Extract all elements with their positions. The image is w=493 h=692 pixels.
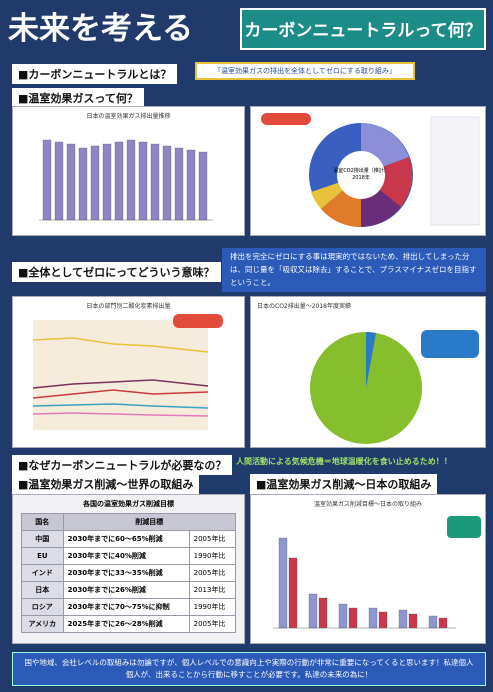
heading: ■温室効果ガスって何？: [12, 88, 144, 108]
table-row: インド 2030年までに33～35%削減 2005年比: [21, 564, 237, 582]
chart-title: 温室CO2排出量（推計） 2018年: [333, 168, 389, 181]
table-cell: 2030年までに33～35%削減: [62, 564, 190, 582]
table-cell: 日本: [21, 581, 64, 599]
heading: ■温室効果ガス削減～日本の取組み: [250, 474, 438, 494]
chart-title: 日本の温室効果ガス排出量推移: [86, 113, 171, 120]
answer-box: 「温室効果ガスの排出を全体としてゼロにする取り組み」: [195, 62, 415, 80]
heading: ■なぜカーボンニュートラルが必要なの？: [12, 455, 233, 475]
table-cell: 2030年までに70～75%に抑制: [62, 598, 190, 616]
chart-panel: 日本のCO2排出量～2018年度実績: [250, 296, 486, 448]
table-cell: 2025年までに26～28%削減: [62, 615, 190, 633]
heading: ■カーボンニュートラルとは？: [12, 64, 178, 84]
header-cell: 国名: [21, 513, 64, 531]
table-cell: 2005年比: [188, 615, 237, 633]
chart-title: 日本のCO2排出量～2018年度実績: [257, 303, 351, 310]
chart-panel: 日本の温室効果ガス排出量推移: [12, 106, 245, 236]
header-row: 国名 削減目標: [21, 513, 237, 531]
heading: ■温室効果ガス削減～世界の取組み: [12, 474, 200, 494]
title-right: カーボンニュートラルって何？: [240, 8, 486, 50]
table-cell: アメリカ: [21, 615, 64, 633]
table-cell: インド: [21, 564, 64, 582]
explanation-box: 排出を完全にゼロにする事は現実的ではないため、排出してしまった分は、同じ量を「吸…: [222, 248, 486, 292]
table-row: EU 2030年までに40%削減 1990年比: [21, 547, 237, 565]
chart-illustration: [32, 314, 223, 430]
table-title: 各国の温室効果ガス削減目標: [83, 500, 174, 508]
chart-illustration: [39, 139, 213, 221]
table-cell: 2030年までに26%削減: [62, 581, 190, 599]
table-cell: 1990年比: [188, 547, 237, 565]
table-row: 中国 2030年までに60～65%削減 2005年比: [21, 530, 237, 548]
table-cell: 中国: [21, 530, 64, 548]
table-cell: 2030年までに60～65%削減: [62, 530, 190, 548]
chart-title: 温室効果ガス削減目標～日本の取り組み: [313, 501, 422, 508]
chart-panel: 温室効果ガス削減目標～日本の取り組み: [250, 494, 486, 644]
table-cell: 1990年比: [188, 598, 237, 616]
title-left: 未来を考える: [8, 11, 194, 47]
goals-table: 国名 削減目標 中国 2030年までに60～65%削減 2005年比 EU 2030年までに…: [21, 513, 237, 633]
chart-panel: 温室CO2排出量（推計） 2018年: [250, 106, 486, 236]
table-cell: 2005年比: [188, 564, 237, 582]
heading: ■全体としてゼロにってどういう意味？: [12, 262, 221, 282]
footer-message: 国や地域、会社レベルの取組みは勿論ですが、個人レベルでの意識向上や実際の行動が非…: [12, 652, 486, 686]
table-cell: 2013年比: [188, 581, 237, 599]
chart-illustration: [310, 330, 479, 444]
header-cell: 削減目標: [62, 513, 237, 531]
table-row: アメリカ 2025年までに26～28%削減 2005年比: [21, 615, 237, 633]
table-row: 日本 2030年までに26%削減 2013年比: [21, 581, 237, 599]
chart-title: 日本の部門別二酸化炭素排出量: [86, 303, 171, 310]
chart-panel: 日本の部門別二酸化炭素排出量: [12, 296, 245, 448]
table-cell: ロシア: [21, 598, 64, 616]
table-cell: 2005年比: [188, 530, 237, 548]
table-panel: 各国の温室効果ガス削減目標 国名 削減目標 中国 2030年までに60～65%削減 20…: [12, 494, 245, 644]
table-cell: EU: [21, 547, 64, 565]
answer: 人間活動による気候危機＝地球温暖化を食い止めるため！！: [236, 457, 452, 466]
table-row: ロシア 2030年までに70～75%に抑制 1990年比: [21, 598, 237, 616]
chart-illustration: [273, 516, 481, 629]
table-cell: 2030年までに40%削減: [62, 547, 190, 565]
chart-illustration: [261, 113, 480, 228]
